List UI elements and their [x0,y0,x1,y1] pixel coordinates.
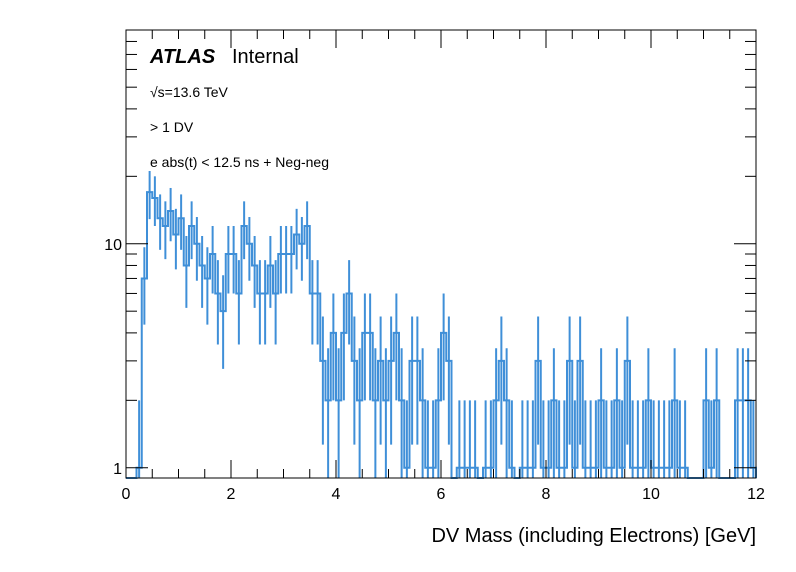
x-tick-label: 10 [642,486,660,503]
atlas-label: ATLAS [149,46,216,68]
status-label: Internal [232,46,299,68]
y-tick-label: 10 [104,237,122,254]
x-tick-label: 4 [332,486,341,503]
x-tick-label: 6 [437,486,446,503]
y-tick-label: 1 [113,461,122,478]
x-tick-label: 12 [747,486,765,503]
x-axis-label: DV Mass (including Electrons) [GeV] [431,525,756,547]
cut-label: e abs(t) < 12.5 ns + Neg-neg [150,154,329,170]
x-tick-label: 2 [227,486,236,503]
selection-label: > 1 DV [150,119,194,135]
histogram-series [126,171,757,479]
x-tick-label: 0 [122,486,131,503]
axes: 0 2 4 6 8 10 12 1 10 [104,29,765,503]
x-tick-label: 8 [542,486,551,503]
energy-label: √s=13.6 TeV [150,84,229,100]
